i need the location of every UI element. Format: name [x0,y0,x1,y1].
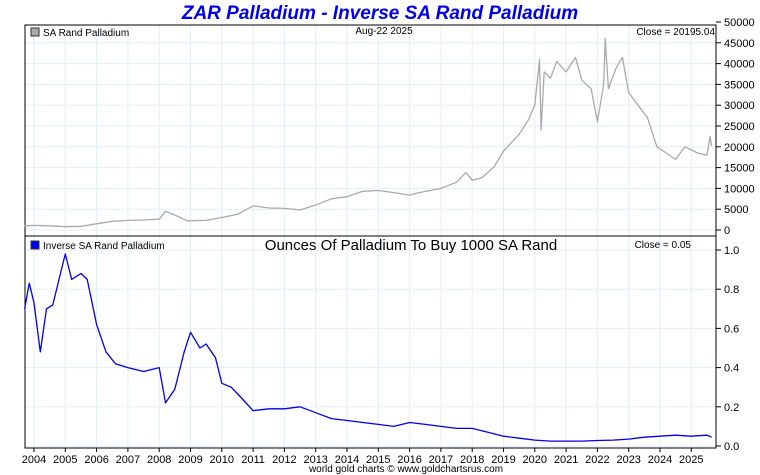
y-tick-label: 0.2 [724,402,739,414]
chart-title: ZAR Palladium - Inverse SA Rand Palladiu… [181,3,578,24]
y-tick-label: 30000 [724,100,755,112]
x-tick-label: 2012 [272,454,296,466]
x-tick-label: 2010 [210,454,234,466]
y-tick-label: 0.4 [724,363,739,375]
y-tick-label: 20000 [724,142,755,154]
y-tick-label: 10000 [724,183,755,195]
x-tick-label: 2021 [554,454,578,466]
legend-upper: SA Rand Palladium [43,28,129,39]
y-tick-label: 15000 [724,163,755,175]
footer-credit: world gold charts © www.goldchartsrus.co… [308,464,503,475]
y-tick-label: 0.0 [724,441,739,453]
y-tick-label: 5000 [724,204,748,216]
y-tick-label: 50000 [724,17,755,29]
y-tick-label: 0.6 [724,323,739,335]
legend-lower: Inverse SA Rand Palladium [43,241,165,252]
y-tick-label: 25000 [724,121,755,133]
y-tick-label: 40000 [724,59,755,71]
y-tick-label: 35000 [724,79,755,91]
x-tick-label: 2004 [22,454,46,466]
x-axis: 2004 2005 2006 2007 2008 2009 2010 2011 2012 2013… [22,448,704,466]
x-tick-label: 2005 [53,454,77,466]
series-inverse-sa-rand-palladium [23,253,712,442]
y-tick-label: 45000 [724,38,755,50]
close-label-upper: Close = 20195.04 [636,27,715,38]
x-tick-label: 2018 [460,454,484,466]
x-tick-label: 2023 [616,454,640,466]
close-label-lower: Close = 0.05 [635,240,692,251]
x-tick-label: 2006 [84,454,108,466]
x-tick-label: 2015 [366,454,390,466]
x-tick-label: 2007 [116,454,140,466]
x-tick-label: 2013 [303,454,327,466]
x-tick-label: 2016 [397,454,421,466]
x-tick-label: 2020 [523,454,547,466]
x-tick-label: 2009 [178,454,202,466]
y-tick-label: 0 [724,225,730,237]
legend-swatch-upper [30,27,40,37]
date-label: Aug-22 2025 [355,26,413,37]
grid [25,25,716,448]
x-tick-label: 2019 [491,454,515,466]
x-tick-label: 2008 [147,454,171,466]
x-tick-label: 2011 [241,454,265,466]
y-axis-upper: 5000045000400003500030000250002000015000… [716,17,755,237]
y-tick-label: 0.8 [724,284,739,296]
x-tick-label: 2022 [585,454,609,466]
x-tick-label: 2014 [335,454,359,466]
legend-swatch-lower [30,240,40,250]
x-tick-label: 2025 [679,454,703,466]
y-tick-label: 1.0 [724,245,739,257]
x-tick-label: 2017 [429,454,453,466]
lower-title: Ounces Of Palladium To Buy 1000 SA Rand [265,237,557,254]
x-tick-label: 2024 [648,454,672,466]
y-axis-lower: 1.0 0.8 0.6 0.4 0.2 0.0 [716,245,739,453]
series-lines [23,37,713,442]
series-sa-rand-palladium [24,37,713,228]
